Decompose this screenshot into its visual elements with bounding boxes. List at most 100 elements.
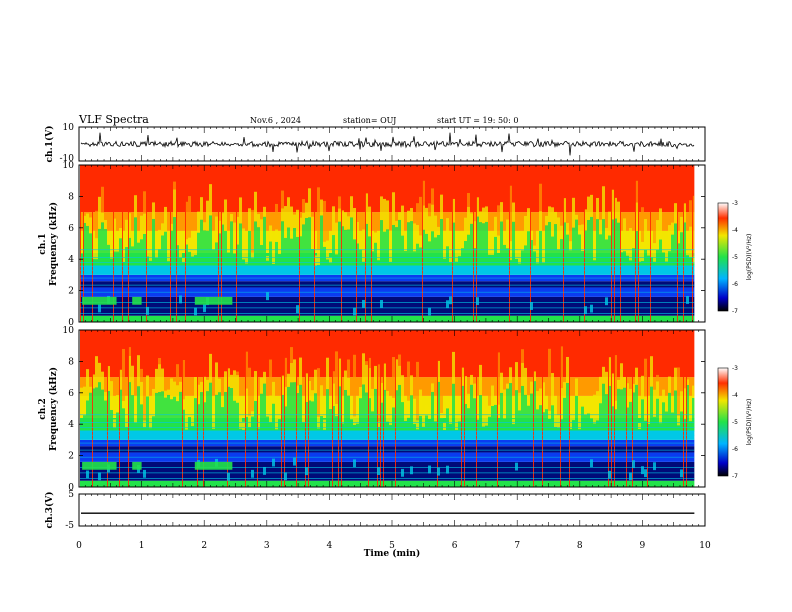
spectrogram-column bbox=[116, 237, 119, 252]
spectrogram-column bbox=[266, 255, 269, 261]
spectrogram-column bbox=[566, 383, 569, 431]
spectrogram-column bbox=[137, 355, 140, 387]
spectrogram-column bbox=[275, 241, 278, 266]
spectrogram-column bbox=[509, 241, 512, 261]
spectrogram-column bbox=[452, 383, 455, 431]
spectrogram-column bbox=[194, 377, 197, 399]
spectrogram-column bbox=[182, 262, 185, 266]
spectrogram-column bbox=[500, 392, 503, 431]
spectrogram-column bbox=[614, 400, 617, 410]
spectrogram-column bbox=[353, 239, 356, 266]
spectrogram-column bbox=[662, 389, 665, 403]
spectrogram-column bbox=[164, 206, 167, 232]
spectrogram-column bbox=[491, 254, 494, 266]
spectrogram-column bbox=[143, 213, 146, 234]
spectrogram-column bbox=[650, 386, 653, 431]
spectrogram-column bbox=[500, 372, 503, 393]
spectrogram-column bbox=[284, 406, 287, 431]
spectrogram-column bbox=[635, 180, 638, 203]
spectrogram-column bbox=[371, 241, 374, 252]
spectrogram-column bbox=[581, 250, 584, 266]
spectrogram-sferic bbox=[146, 165, 147, 322]
spectrogram-column bbox=[590, 418, 593, 431]
spectrogram-column bbox=[392, 397, 395, 408]
spectrogram-column bbox=[572, 227, 575, 266]
spectrogram-column bbox=[590, 216, 593, 266]
spectrogram-column bbox=[326, 357, 329, 390]
spectrogram-column bbox=[602, 366, 605, 384]
spectrogram-column bbox=[473, 248, 476, 266]
spectrogram-column bbox=[416, 429, 419, 431]
spectrogram-column bbox=[521, 362, 524, 386]
spectrogram-column bbox=[221, 224, 224, 266]
spectrogram-column bbox=[305, 217, 308, 266]
spectrogram-column bbox=[152, 202, 155, 219]
spectrogram-sferic bbox=[341, 165, 342, 322]
spectrogram-column bbox=[362, 353, 365, 385]
spectrogram-column bbox=[629, 260, 632, 266]
spectrogram-column bbox=[158, 364, 161, 393]
spectrogram-column bbox=[491, 405, 494, 431]
spectrogram-column bbox=[161, 235, 164, 266]
spectrogram-column bbox=[137, 386, 140, 431]
ytick-label: 4 bbox=[68, 420, 74, 430]
spectrogram-column bbox=[455, 261, 458, 266]
spectrogram-sferic bbox=[170, 165, 171, 322]
ytick-label: 8 bbox=[68, 357, 74, 367]
spectrogram-column bbox=[314, 369, 317, 394]
spectrogram-column bbox=[212, 407, 215, 429]
spectrogram-column bbox=[92, 374, 95, 389]
ch2-colorbar-label: log(PSD)(V²/Hz) bbox=[746, 399, 753, 446]
spectrogram-column bbox=[167, 389, 170, 395]
spectrogram-sferic bbox=[563, 165, 564, 322]
spectrogram-column bbox=[356, 243, 359, 266]
spectrogram-column bbox=[659, 423, 662, 431]
spectrogram-band bbox=[80, 446, 695, 453]
spectrogram-column bbox=[215, 216, 218, 243]
spectrogram-column bbox=[281, 190, 284, 209]
spectrogram-column bbox=[653, 389, 656, 417]
spectrogram-column bbox=[302, 422, 305, 431]
spectrogram-column bbox=[146, 375, 149, 397]
spectrogram-column bbox=[182, 409, 185, 431]
spectrogram-column bbox=[647, 255, 650, 266]
spectrogram-column bbox=[347, 216, 350, 230]
spectrogram-column bbox=[596, 197, 599, 220]
spectrogram-sferic bbox=[473, 165, 474, 322]
spectrogram-column bbox=[194, 255, 197, 266]
spectrogram-column bbox=[464, 376, 467, 404]
spectrogram-column bbox=[596, 420, 599, 431]
spectrogram-column bbox=[641, 261, 644, 266]
spectrogram-column bbox=[245, 416, 248, 431]
spectrogram-column bbox=[275, 203, 278, 230]
spectrogram-column bbox=[587, 402, 590, 414]
spectrogram-column bbox=[218, 220, 221, 234]
xtick-label: 9 bbox=[640, 541, 646, 551]
spectrogram-sferic bbox=[176, 165, 177, 322]
spectrogram-column bbox=[113, 427, 116, 431]
spectrogram-column bbox=[98, 362, 101, 383]
spectrogram-column bbox=[380, 220, 383, 266]
spectrogram-sferic bbox=[365, 165, 366, 322]
spectrogram-sferic bbox=[560, 330, 561, 487]
spectrogram-column bbox=[209, 184, 212, 216]
spectrogram-column bbox=[557, 381, 560, 416]
spectrogram-column bbox=[467, 408, 470, 431]
station-label: station= OUJ bbox=[343, 116, 396, 125]
spectrogram-column bbox=[266, 397, 269, 417]
spectrogram-column bbox=[680, 469, 683, 478]
xtick-label: 0 bbox=[76, 541, 82, 551]
spectrogram-sferic bbox=[650, 165, 651, 322]
spectrogram-column bbox=[260, 244, 263, 266]
spectrogram-column bbox=[125, 246, 128, 266]
spectrogram-column bbox=[188, 196, 191, 238]
spectrogram-column bbox=[140, 215, 143, 240]
spectrogram-column bbox=[305, 467, 308, 476]
spectrogram-column bbox=[440, 412, 443, 419]
spectrogram-column bbox=[428, 406, 431, 419]
spectrogram-column bbox=[416, 243, 419, 266]
spectrogram-column bbox=[113, 251, 116, 266]
spectrogram-column bbox=[179, 234, 182, 258]
spectrogram-column bbox=[398, 212, 401, 220]
spectrogram-column bbox=[206, 230, 209, 266]
